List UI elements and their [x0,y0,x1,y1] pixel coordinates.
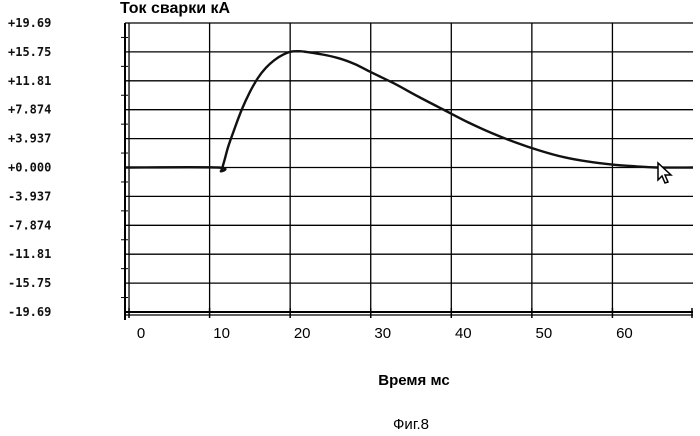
x-tick-labels: 0 10 20 30 40 50 60 [137,325,633,342]
x-tick-label: 0 [137,325,145,342]
series-line [124,50,694,173]
figure-caption: Фиг.8 [393,416,429,433]
x-tick-label: 40 [455,325,472,342]
y-tick-label: -3.937 [8,189,51,203]
x-axis-label: Время мс [378,372,449,389]
y-tick-labels: +19.69 +15.75 +11.81 +7.874 +3.937 +0.000 -3.9… [8,16,51,319]
x-tick-label: 60 [616,325,633,342]
x-tick-label: 50 [536,325,553,342]
chart-series [124,50,694,173]
y-tick-label: +7.874 [8,103,51,117]
y-tick-label: +11.81 [8,74,51,88]
y-tick-label: -19.69 [8,305,51,319]
x-tick-label: 10 [213,325,230,342]
chart-axes [121,23,693,320]
y-tick-label: -7.874 [8,218,51,232]
y-tick-label: +0.000 [8,161,51,175]
x-tick-label: 30 [374,325,391,342]
y-tick-label: +3.937 [8,132,51,146]
y-tick-label: +15.75 [8,45,51,59]
mouse-cursor-icon [657,161,673,184]
y-tick-label: +19.69 [8,16,51,30]
y-tick-label: -15.75 [8,276,51,290]
x-tick-label: 20 [294,325,311,342]
y-tick-label: -11.81 [8,247,51,261]
chart-title: Ток сварки кА [120,0,230,17]
